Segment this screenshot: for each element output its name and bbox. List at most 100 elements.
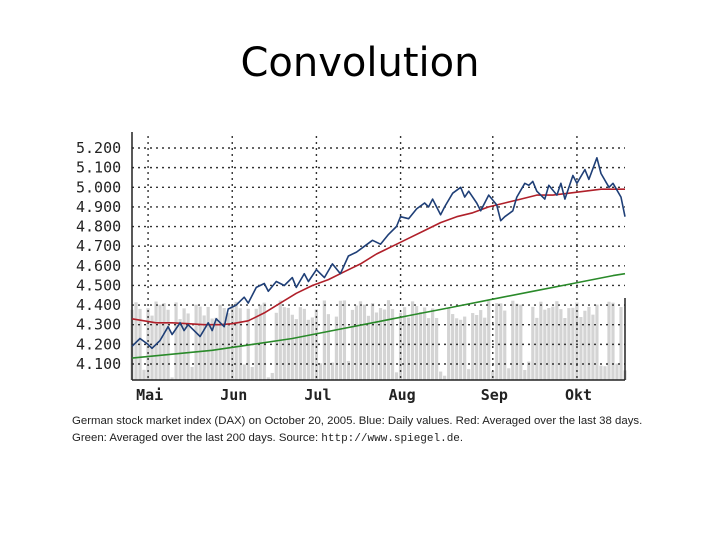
- volume-bar: [567, 308, 571, 380]
- volume-bar: [330, 362, 335, 380]
- x-month-label: Mai: [136, 386, 163, 404]
- volume-bar: [182, 308, 186, 380]
- volume-bar: [298, 307, 302, 380]
- volume-bar: [318, 363, 322, 380]
- volume-bar: [294, 319, 298, 380]
- volume-bar: [134, 302, 138, 380]
- volume-bar: [507, 368, 511, 380]
- series-lines: [131, 156, 626, 359]
- volume-bar: [579, 317, 583, 380]
- volume-bar: [487, 301, 491, 380]
- caption-text: German stock market index (DAX) on Octob…: [72, 415, 643, 444]
- y-tick-label: 4.900: [76, 198, 121, 216]
- volume-bar: [555, 301, 559, 380]
- volume-bar: [386, 300, 391, 380]
- series-daily-values: [131, 156, 626, 350]
- volume-bar: [174, 302, 178, 380]
- x-month-label: Jul: [304, 386, 331, 404]
- y-tick-label: 4.600: [76, 257, 121, 275]
- volume-bar: [475, 315, 479, 380]
- volume-bar: [374, 312, 379, 380]
- x-axis-labels: Mai Jun Jul Aug Sep Okt: [136, 386, 592, 404]
- y-tick-label: 5.100: [76, 159, 121, 177]
- volume-bar: [250, 367, 254, 380]
- volume-bar: [222, 308, 226, 380]
- volume-bar: [282, 307, 286, 380]
- volume-bar: [322, 300, 326, 380]
- volume-bar: [194, 304, 198, 380]
- volume-bar: [142, 369, 146, 380]
- volume-bar: [499, 303, 503, 380]
- y-tick-label: 5.200: [76, 139, 121, 157]
- volume-bar: [543, 309, 547, 380]
- volume-bar: [547, 308, 551, 380]
- volume-bar: [511, 300, 515, 380]
- volume-bar: [342, 300, 347, 380]
- volume-bar: [154, 301, 158, 380]
- volume-bar: [358, 301, 363, 380]
- volume-bar: [435, 317, 439, 380]
- volume-bar: [603, 366, 607, 380]
- volume-bar: [559, 309, 563, 380]
- y-tick-label: 4.300: [76, 316, 121, 334]
- grid-lines: [131, 132, 626, 381]
- volume-bar: [230, 304, 234, 380]
- volume-bar: [170, 377, 174, 380]
- volume-bar: [354, 305, 359, 380]
- volume-bar: [523, 369, 527, 380]
- volume-bar: [591, 314, 595, 380]
- volume-bar: [427, 318, 431, 380]
- volume-bar: [158, 304, 162, 380]
- volume-bar: [226, 313, 230, 380]
- volume-bar: [346, 360, 351, 380]
- source-link[interactable]: http://www.spiegel.de: [321, 433, 460, 445]
- volume-bar: [551, 306, 555, 380]
- volume-bar: [362, 304, 367, 380]
- volume-bar: [258, 304, 262, 380]
- volume-bar: [483, 317, 487, 380]
- volume-bar: [242, 364, 246, 380]
- volume-bar: [218, 304, 222, 380]
- volume-bar: [326, 314, 330, 380]
- volume-bar: [455, 318, 459, 380]
- volume-bar: [463, 316, 467, 380]
- volume-bar: [334, 316, 339, 380]
- volume-bar: [338, 300, 343, 380]
- volume-bar: [202, 315, 206, 380]
- y-tick-label: 4.800: [76, 218, 121, 236]
- volume-bar: [587, 306, 591, 380]
- y-tick-label: 4.400: [76, 296, 121, 314]
- volume-bar: [491, 371, 495, 380]
- volume-bar: [410, 301, 415, 380]
- x-month-label: Jun: [220, 386, 247, 404]
- volume-bar: [302, 308, 306, 380]
- volume-bar: [274, 312, 278, 380]
- volume-bar: [495, 303, 499, 380]
- y-tick-label: 4.700: [76, 237, 121, 255]
- volume-bar: [210, 318, 214, 380]
- y-tick-label: 5.000: [76, 178, 121, 196]
- x-month-label: Okt: [565, 386, 592, 404]
- volume-bar: [515, 303, 519, 380]
- volume-bar: [138, 308, 142, 380]
- volume-bar: [350, 309, 355, 380]
- volume-bar: [214, 317, 218, 380]
- volume-bar: [595, 304, 599, 380]
- volume-bar: [447, 308, 451, 380]
- y-tick-label: 4.500: [76, 276, 121, 294]
- volume-bar: [234, 301, 238, 380]
- volume-bar: [471, 313, 475, 380]
- volume-bar: [178, 319, 182, 380]
- volume-bar: [439, 371, 443, 380]
- volume-bar: [162, 303, 166, 380]
- volume-bar: [443, 375, 447, 380]
- volume-bar: [366, 315, 371, 380]
- volume-bar: [451, 314, 455, 380]
- volume-bar: [583, 310, 587, 380]
- volume-bar: [599, 365, 603, 380]
- volume-bar: [306, 319, 310, 380]
- volume-bar: [527, 361, 531, 380]
- volume-bar: [422, 307, 427, 380]
- volume-bar: [390, 309, 395, 380]
